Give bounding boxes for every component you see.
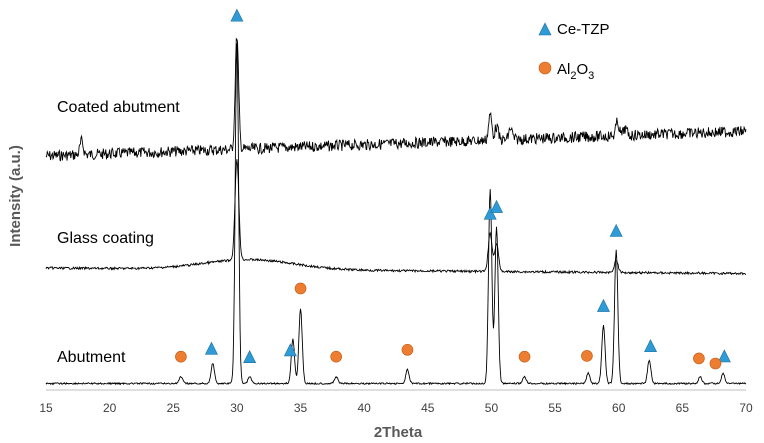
x-tick-label: 25 bbox=[167, 401, 181, 415]
y-axis-title: Intensity (a.u.) bbox=[7, 145, 24, 247]
al2o3-marker bbox=[518, 350, 531, 363]
al2o3-marker bbox=[401, 344, 414, 356]
series-line-coated-abutment bbox=[45, 37, 747, 162]
ce-tzp-marker bbox=[204, 341, 218, 355]
al2o3-marker bbox=[709, 357, 722, 370]
al2o3-marker bbox=[330, 350, 342, 363]
x-tick-label: 20 bbox=[103, 401, 117, 415]
x-tick-label: 70 bbox=[739, 401, 753, 415]
x-tick-label: 65 bbox=[676, 401, 690, 415]
ce-tzp-marker bbox=[644, 339, 658, 353]
legend-triangle-icon bbox=[538, 22, 552, 36]
ce-tzp-marker bbox=[283, 343, 297, 357]
ce-tzp-marker bbox=[490, 199, 504, 213]
al2o3-marker bbox=[175, 350, 187, 363]
x-tick-label: 50 bbox=[485, 401, 499, 415]
series-label-coated-abutment: Coated abutment bbox=[57, 99, 180, 116]
al2o3-marker bbox=[693, 352, 705, 365]
series-line-glass-coating bbox=[45, 159, 747, 276]
x-tick-label: 15 bbox=[39, 401, 53, 415]
legend-al2o3-part2: O bbox=[576, 61, 588, 78]
x-tick-label: 45 bbox=[421, 401, 435, 415]
traces-group bbox=[45, 37, 747, 386]
legend-label-ce-tzp: Ce-TZP bbox=[557, 21, 610, 38]
x-tick-label: 55 bbox=[548, 401, 562, 415]
legend-al2o3-sub2: 3 bbox=[588, 70, 594, 82]
series-label-abutment: Abutment bbox=[57, 349, 126, 366]
legend-circle-icon bbox=[538, 61, 552, 75]
ce-tzp-marker bbox=[596, 298, 610, 312]
ce-tzp-marker bbox=[243, 350, 257, 363]
legend-label-al2o3: Al2O3 bbox=[557, 61, 594, 82]
series-label-glass-coating: Glass coating bbox=[57, 230, 154, 247]
ce-tzp-marker bbox=[717, 349, 731, 363]
legend-al2o3-part1: Al bbox=[557, 61, 570, 78]
ce-tzp-marker bbox=[230, 8, 244, 22]
al2o3-marker bbox=[581, 350, 593, 362]
x-tick-label: 40 bbox=[358, 401, 372, 415]
x-tick-label: 60 bbox=[612, 401, 626, 415]
x-tick-labels: 15 20 25 30 35 40 45 50 55 60 65 70 bbox=[39, 401, 753, 415]
x-axis-title: 2Theta bbox=[374, 424, 423, 441]
legend-al2o3-sub1: 2 bbox=[570, 70, 576, 82]
x-tick-label: 30 bbox=[230, 401, 244, 415]
series-line-abutment bbox=[45, 43, 747, 386]
ce-tzp-marker bbox=[609, 223, 623, 237]
ce-tzp-marker bbox=[483, 206, 497, 220]
x-tick-label: 35 bbox=[294, 401, 308, 415]
al2o3-marker bbox=[294, 282, 307, 295]
legend: Ce-TZP Al2O3 bbox=[538, 21, 610, 82]
phase-markers-group bbox=[175, 8, 731, 370]
